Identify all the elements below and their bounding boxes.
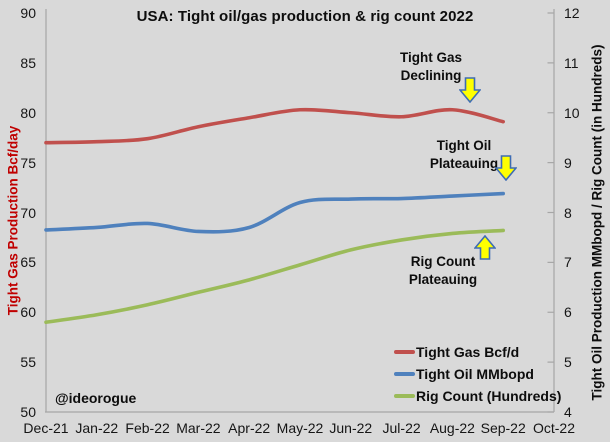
axis-tick-label: 7 xyxy=(564,254,572,271)
series-line-tight-gas-bcf-d xyxy=(44,107,505,145)
series-line-tight-oil-mmbopd xyxy=(44,191,505,234)
axis-tick-label: 90 xyxy=(20,5,36,21)
axis-tick-label: 6 xyxy=(564,304,572,321)
legend-item-tight-oil: Tight Oil MMbopd xyxy=(394,363,561,385)
legend-item-tight-gas: Tight Gas Bcf/d xyxy=(394,341,561,363)
axis-tick-label: Aug-22 xyxy=(429,420,475,436)
tight-gas-line-swatch xyxy=(394,350,415,354)
axis-tick-label: Jan-22 xyxy=(75,420,119,436)
axis-tick-label: Mar-22 xyxy=(176,420,221,436)
chart-title: USA: Tight oil/gas production & rig coun… xyxy=(136,8,474,25)
annotation-line: Tight Gas xyxy=(399,50,462,65)
series-line-rig-count-hundreds- xyxy=(44,228,505,325)
watermark: @ideorogue xyxy=(55,390,137,406)
down-arrow-icon xyxy=(459,77,481,103)
legend: Tight Gas Bcf/d Tight Oil MMbopd Rig Cou… xyxy=(394,341,561,407)
annotation-line: Declining xyxy=(400,68,462,83)
axis-tick-label: 9 xyxy=(564,154,572,171)
axis-tick-label: 70 xyxy=(20,204,36,221)
axis-tick-label: 50 xyxy=(20,404,36,420)
annotation-line: Rig Count xyxy=(410,254,476,269)
annotation-line: Tight Oil xyxy=(436,138,492,153)
annotation-line: Plateauing xyxy=(429,156,499,171)
left-axis-title: Tight Gas Production Bcf/day xyxy=(5,125,21,316)
legend-label: Tight Oil MMbopd xyxy=(416,366,534,382)
up-arrow-icon xyxy=(474,235,496,260)
axis-tick-label: Sep-22 xyxy=(480,420,526,436)
annotation-tight-gas: Tight Gas Declining xyxy=(356,49,506,85)
axis-tick-label: 12 xyxy=(564,5,580,21)
down-arrow-icon xyxy=(495,155,517,181)
rig-count-line-swatch xyxy=(394,394,415,398)
axis-tick-label: 11 xyxy=(564,54,579,71)
axis-tick-label: 80 xyxy=(20,104,36,121)
legend-label: Rig Count (Hundreds) xyxy=(416,388,562,404)
annotation-rig-count: Rig Count Plateauing xyxy=(368,253,518,289)
axis-tick-label: May-22 xyxy=(276,420,324,436)
tight-oil-line-swatch xyxy=(394,372,415,376)
axis-tick-label: 85 xyxy=(20,54,36,71)
axis-tick-label: Apr-22 xyxy=(228,420,271,436)
annotation-tight-oil: Tight Oil Plateauing xyxy=(389,137,539,173)
axis-tick-label: 4 xyxy=(564,404,572,420)
axis-tick-label: 65 xyxy=(20,254,36,271)
axis-tick-label: 75 xyxy=(20,154,36,171)
legend-item-rig-count: Rig Count (Hundreds) xyxy=(394,385,561,407)
axis-tick-label: Feb-22 xyxy=(125,420,170,436)
axis-tick-label: 8 xyxy=(564,204,572,221)
axis-tick-label: Jul-22 xyxy=(382,420,421,436)
axis-tick-label: 60 xyxy=(20,304,36,321)
axis-tick-label: 5 xyxy=(564,354,572,371)
axis-tick-label: 10 xyxy=(564,104,580,121)
axis-tick-label: Jun-22 xyxy=(329,420,373,436)
axis-tick-label: Oct-22 xyxy=(532,420,575,436)
axis-tick-label: 55 xyxy=(20,354,36,371)
axis-tick-label: Dec-21 xyxy=(23,420,69,436)
annotation-line: Plateauing xyxy=(408,272,478,287)
legend-label: Tight Gas Bcf/d xyxy=(416,344,520,360)
